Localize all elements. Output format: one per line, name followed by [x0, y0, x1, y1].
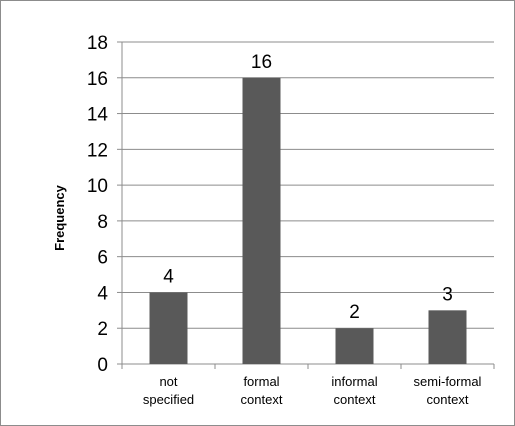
gridlines [122, 41, 494, 329]
x-category-label: informal [331, 374, 377, 389]
x-category-label: specified [143, 392, 194, 407]
data-label: 16 [251, 52, 272, 73]
data-label: 2 [349, 302, 360, 323]
x-category-label: context [427, 392, 469, 407]
bar [149, 292, 188, 364]
y-axis-title: Frequency [52, 184, 67, 251]
y-tick-label: 6 [97, 248, 108, 269]
y-tick-label: 16 [87, 69, 108, 90]
bar [242, 77, 281, 365]
bar [428, 310, 467, 364]
x-category-label: semi-formal [414, 374, 482, 389]
data-labels: 4 16 2 3 [163, 52, 453, 323]
x-category-labels: not specified formal context informal context… [143, 374, 482, 407]
x-category-label: context [334, 392, 376, 407]
data-label: 3 [442, 284, 453, 305]
bar [335, 328, 374, 364]
x-category-label: not [159, 374, 177, 389]
y-tick-label: 12 [87, 140, 108, 161]
y-tick-label: 10 [87, 176, 108, 197]
bars [149, 77, 467, 365]
y-tick-label: 18 [87, 33, 108, 54]
y-tick-labels: 0 2 4 6 8 10 12 14 16 18 [87, 33, 109, 376]
x-category-label: formal [243, 374, 279, 389]
x-category-label: context [241, 392, 283, 407]
y-tick-label: 0 [97, 355, 108, 376]
y-tick-label: 14 [87, 105, 109, 126]
y-tick-label: 8 [97, 212, 108, 233]
y-tick-label: 4 [97, 283, 108, 304]
data-label: 4 [163, 266, 174, 287]
y-tick-label: 2 [97, 319, 108, 340]
